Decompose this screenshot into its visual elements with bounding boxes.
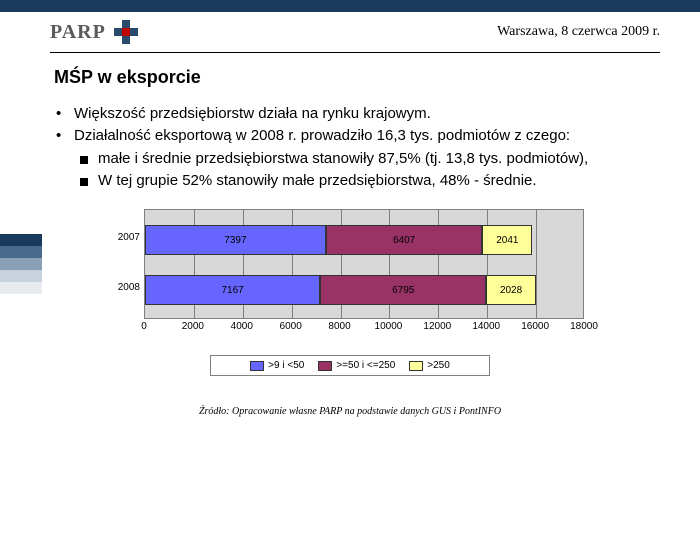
stripe-row: [0, 282, 42, 294]
chart-bar-row: 739764072041: [145, 225, 532, 255]
chart-x-tick: 12000: [423, 321, 451, 332]
chart-x-tick: 0: [141, 321, 147, 332]
legend-swatch: [318, 361, 332, 371]
header: PARP Warszawa, 8 czerwca 2009 r.: [0, 12, 700, 52]
chart-x-tick: 2000: [182, 321, 204, 332]
brand-icon: [112, 18, 140, 46]
legend-item: >9 i <50: [250, 360, 304, 371]
content-area: Większość przedsiębiorstw działa na rynk…: [0, 104, 700, 417]
page-date: Warszawa, 8 czerwca 2009 r.: [497, 24, 660, 40]
chart-x-axis: 0200040006000800010000120001400016000180…: [144, 321, 584, 337]
chart-gridline: [536, 210, 537, 318]
chart-container: 739764072041 716767952028 2007 2008 0 2000 4…: [110, 209, 590, 376]
brand-logo: PARP: [50, 18, 140, 46]
sub-bullet-item: małe i średnie przedsiębiorstwa stanowił…: [98, 149, 650, 169]
chart-x-tick: 16000: [521, 321, 549, 332]
stripe-row: [0, 258, 42, 270]
legend-label: >9 i <50: [268, 360, 304, 371]
page-title: MŚP w eksporcie: [0, 53, 700, 104]
chart-x-tick: 6000: [280, 321, 302, 332]
chart-legend: >9 i <50 >=50 i <=250 >250: [210, 355, 490, 376]
stripe-row: [0, 246, 42, 258]
legend-item: >=50 i <=250: [318, 360, 395, 371]
chart-x-tick: 14000: [472, 321, 500, 332]
chart-x-tick: 8000: [328, 321, 350, 332]
chart-x-tick: 18000: [570, 321, 598, 332]
stripe-row: [0, 270, 42, 282]
chart-bar-segment: 6795: [320, 275, 486, 305]
chart-bar-segment: 7397: [145, 225, 326, 255]
bullet-item: Większość przedsiębiorstw działa na rynk…: [74, 104, 650, 124]
chart-bar-segment: 6407: [326, 225, 483, 255]
bullet-item: Działalność eksportową w 2008 r. prowadz…: [74, 126, 650, 191]
chart-x-tick: 4000: [231, 321, 253, 332]
chart-category-label: 2008: [110, 282, 140, 293]
chart-category-label: 2007: [110, 232, 140, 243]
bullet-list: Większość przedsiębiorstw działa na rynk…: [0, 104, 700, 191]
chart-bar-segment: 2041: [482, 225, 532, 255]
chart-bar-segment: 7167: [145, 275, 320, 305]
source-citation: Źródło: Opracowanie własne PARP na podst…: [0, 406, 700, 417]
stripe-row: [0, 234, 42, 246]
legend-swatch: [409, 361, 423, 371]
chart-x-tick: 10000: [375, 321, 403, 332]
legend-swatch: [250, 361, 264, 371]
chart-bar-row: 716767952028: [145, 275, 536, 305]
brand-name: PARP: [50, 21, 106, 44]
legend-item: >250: [409, 360, 450, 371]
chart-bar-segment: 2028: [486, 275, 536, 305]
legend-label: >=50 i <=250: [336, 360, 395, 371]
top-accent-bar: [0, 0, 700, 12]
chart-plot-area: 739764072041 716767952028: [144, 209, 584, 319]
sub-bullet-item: W tej grupie 52% stanowiły małe przedsię…: [98, 171, 650, 191]
side-stripe-decoration: [0, 234, 42, 294]
stacked-bar-chart: 739764072041 716767952028 2007 2008 0 2000 4…: [110, 209, 590, 349]
legend-label: >250: [427, 360, 450, 371]
